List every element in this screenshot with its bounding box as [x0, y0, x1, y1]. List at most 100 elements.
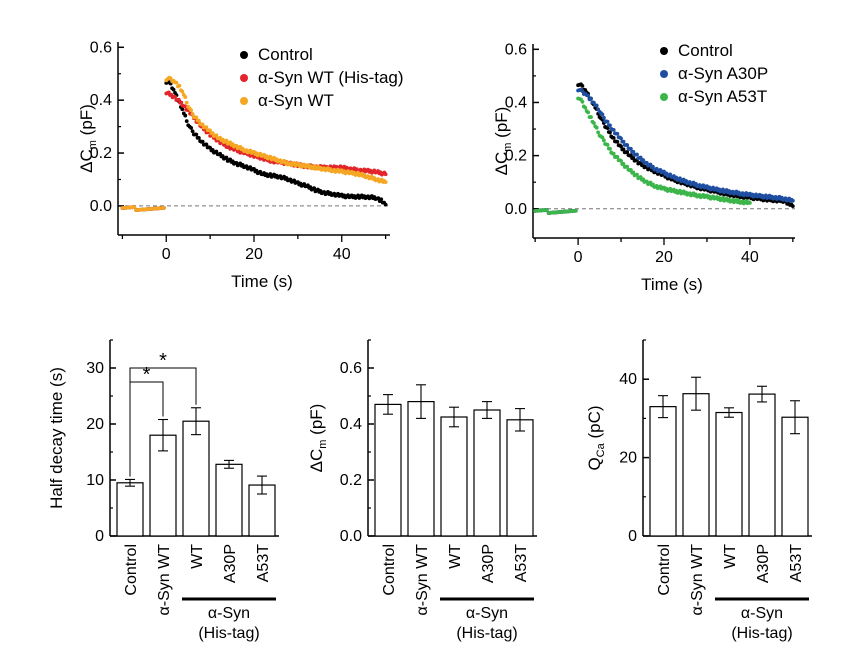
trace-dot: [312, 186, 317, 191]
trace-dot: [184, 119, 189, 123]
category-label: Control: [123, 544, 140, 596]
trace-dot: [180, 107, 185, 112]
trace-dot: [594, 125, 599, 130]
x-tick-label: 40: [333, 246, 351, 263]
group-label-line1: α-Syn: [741, 605, 783, 622]
category-label: A30P: [480, 544, 497, 583]
trace-dot: [608, 130, 612, 135]
category-label: Control: [656, 544, 673, 596]
group-label-line2: (His-tag): [456, 625, 517, 642]
bar: [215, 463, 243, 537]
trace-dot: [379, 197, 384, 202]
y-axis-title-unit: (pF): [307, 404, 326, 440]
trace-dot: [189, 126, 194, 130]
trace-dot: [580, 83, 585, 88]
y-tick-label: 0.2: [340, 472, 362, 489]
group-label-line2: (His-tag): [198, 625, 259, 642]
x-tick-label: 20: [245, 246, 263, 263]
category-label: α-Syn WT: [414, 544, 431, 616]
y-axis-title-main: ΔC: [77, 149, 96, 173]
trace-dot: [171, 87, 176, 92]
category-label: WT: [447, 544, 464, 569]
legend-marker: [660, 93, 668, 101]
trace-dot: [625, 164, 630, 169]
y-axis-title-unit: (pF): [77, 104, 96, 140]
bar: [506, 419, 534, 537]
panel-b-decay-traces: 0.0 0.2 0.4 0.6 0 20 40 Time (s) ΔCm (pF) Control…: [492, 41, 795, 294]
y-axis-title: ΔCm (pF): [492, 107, 514, 176]
trace-dot: [183, 113, 188, 118]
legend-marker: [660, 47, 668, 55]
trace-dot: [583, 105, 588, 110]
trace-dot: [176, 97, 181, 102]
trace-dot: [190, 112, 195, 116]
significance-star: *: [143, 364, 151, 386]
trace-dot: [383, 202, 388, 207]
y-tick-label: 0.0: [90, 198, 112, 215]
trace-dot: [196, 135, 201, 140]
legend-label: α-Syn WT (His-tag): [258, 68, 404, 87]
trace-dot: [621, 147, 626, 152]
x-tick-label: 0: [162, 246, 171, 263]
series--syn-wt-dots: [120, 75, 388, 212]
trace-dot: [611, 127, 616, 132]
y-tick-label: 0.6: [90, 39, 112, 56]
trace-dot: [194, 132, 199, 137]
legend-label: α-Syn A30P: [678, 64, 768, 83]
series-control-dots: [120, 80, 388, 212]
trace-dot: [268, 154, 273, 159]
trace-dot: [641, 158, 646, 162]
trace-dot: [200, 139, 205, 144]
category-label: A53T: [513, 544, 530, 582]
y-axis-title-unit: (pC): [585, 405, 604, 443]
significance-bracket: [129, 367, 197, 477]
trace-dot: [204, 125, 209, 130]
category-label: A30P: [755, 544, 772, 583]
trace-dot: [586, 93, 591, 98]
bar: [748, 393, 776, 537]
y-tick-label: 40: [619, 371, 637, 388]
trace-dot: [611, 135, 616, 140]
y-axis-title: ΔCm (pF): [77, 104, 99, 173]
y-axis-title-subscript: m: [317, 440, 329, 449]
y-tick-label: 0.0: [340, 528, 362, 545]
y-axis-title: ΔCm (pF): [307, 404, 329, 473]
trace-dot: [132, 205, 137, 209]
y-tick-label: 0.2: [505, 148, 527, 165]
trace-dot: [383, 180, 388, 185]
trace-dot: [194, 115, 199, 120]
trace-dot: [625, 143, 630, 147]
trace-dot: [591, 121, 596, 125]
trace-dot: [210, 131, 215, 136]
trace-dot: [678, 176, 682, 181]
y-tick-label: 0.6: [505, 41, 527, 58]
y-axis-title-subscript: m: [87, 140, 99, 149]
y-axis-title-unit: (pF): [492, 107, 511, 143]
y-tick-label: 0: [95, 528, 104, 545]
category-label: α-Syn WT: [156, 544, 173, 616]
y-tick-label: 20: [619, 450, 637, 467]
trace-dot: [615, 139, 620, 144]
trace-dot: [605, 126, 610, 130]
trace-dot: [621, 139, 626, 144]
y-tick-label: 0.4: [340, 416, 362, 433]
trace-dot: [224, 155, 229, 160]
trace-dot: [625, 150, 630, 154]
trace-dot: [580, 99, 585, 104]
legend-marker: [660, 70, 668, 78]
trace-dot: [608, 146, 612, 151]
trace-dot: [383, 172, 388, 177]
legend-label: α-Syn A53T: [678, 87, 767, 106]
trace-dot: [180, 89, 185, 94]
bar: [182, 420, 210, 537]
legend-marker: [240, 74, 248, 82]
trace-dot: [611, 151, 616, 156]
trace-dot: [179, 100, 184, 105]
trace-dot: [183, 95, 188, 99]
y-tick-label: 0.4: [90, 92, 112, 109]
trace-dot: [601, 115, 606, 120]
trace-dot: [631, 149, 636, 154]
trace-dot: [168, 76, 173, 81]
y-axis-title-subscript: m: [502, 143, 514, 152]
bar: [682, 393, 710, 537]
